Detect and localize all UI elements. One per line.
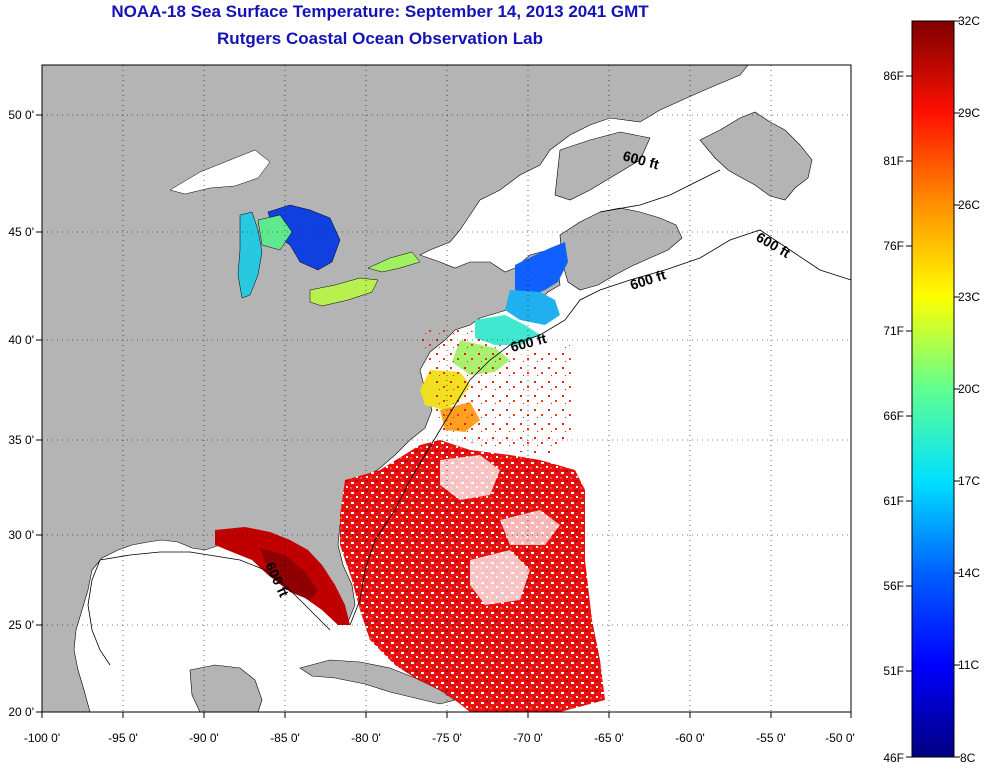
y-tick-label: 35 0' — [8, 433, 34, 447]
colorbar-scale — [911, 20, 955, 758]
colorbar-fahrenheit-label: 76F — [883, 239, 904, 253]
tick-marks — [36, 114, 852, 718]
y-tick-label: 45 0' — [8, 225, 34, 239]
colorbar-celsius-label: 11C — [958, 658, 979, 672]
map-title: NOAA-18 Sea Surface Temperature: Septemb… — [111, 2, 649, 21]
great-lakes-sst — [169, 149, 421, 307]
x-tick-label: -100 0' — [24, 731, 60, 745]
land-newfoundland — [699, 111, 813, 201]
colorbar-fahrenheit-label: 71F — [883, 324, 904, 338]
map-plot-area: 600 ft 600 ft 600 ft 600 ft 600 ft — [42, 65, 851, 712]
x-axis-labels: -100 0' -95 0' -90 0' -85 0' -80 0' -75 … — [24, 731, 855, 745]
map-subtitle: Rutgers Coastal Ocean Observation Lab — [217, 29, 543, 48]
bathymetry-contours — [87, 169, 851, 666]
colorbar-celsius-label: 17C — [958, 474, 980, 488]
y-tick-label: 50 0' — [8, 108, 34, 122]
land-cuba — [299, 659, 456, 705]
x-tick-label: -85 0' — [270, 731, 300, 745]
x-tick-label: -75 0' — [432, 731, 462, 745]
land-yucatan — [189, 664, 263, 712]
x-tick-label: -65 0' — [594, 731, 624, 745]
gulf-stream-sst — [340, 330, 605, 712]
x-tick-label: -60 0' — [675, 731, 705, 745]
colorbar-fahrenheit-label: 66F — [883, 409, 904, 423]
colorbar-celsius-label: 14C — [958, 566, 980, 580]
colorbar-fahrenheit-label: 46F — [883, 751, 904, 765]
colorbar-fahrenheit-label: 81F — [883, 154, 904, 168]
colorbar-fahrenheit-label: 51F — [883, 664, 904, 678]
colorbar-celsius-label: 29C — [958, 106, 980, 120]
y-tick-label: 30 0' — [8, 528, 34, 542]
x-tick-label: -55 0' — [756, 731, 786, 745]
x-tick-label: -50 0' — [825, 731, 855, 745]
colorbar-celsius-label: 20C — [958, 382, 980, 396]
x-tick-label: -95 0' — [108, 731, 138, 745]
gulf-of-mexico-sst — [215, 527, 350, 625]
colorbar-celsius-label: 32C — [958, 14, 980, 28]
x-tick-label: -70 0' — [513, 731, 543, 745]
y-tick-label: 25 0' — [8, 618, 34, 632]
colorbar-celsius-label: 26C — [958, 198, 980, 212]
y-axis-labels: 20 0' 25 0' 30 0' 35 0' 40 0' 45 0' 50 0… — [8, 108, 34, 719]
x-tick-label: -90 0' — [189, 731, 219, 745]
colorbar-fahrenheit-label: 86F — [883, 69, 904, 83]
colorbar-celsius-label: 23C — [958, 290, 980, 304]
y-tick-label: 40 0' — [8, 333, 34, 347]
colorbar-fahrenheit-label: 61F — [883, 494, 904, 508]
colorbar: 32C 29C 26C 23C 20C 17C 14C 11C 8C 86F 8… — [883, 14, 980, 765]
colorbar-celsius-label: 8C — [960, 751, 976, 765]
colorbar-ticks — [906, 20, 960, 758]
x-tick-label: -80 0' — [351, 731, 381, 745]
colorbar-fahrenheit-label: 56F — [883, 579, 904, 593]
land-quebec — [554, 131, 651, 201]
y-tick-label: 20 0' — [8, 705, 34, 719]
